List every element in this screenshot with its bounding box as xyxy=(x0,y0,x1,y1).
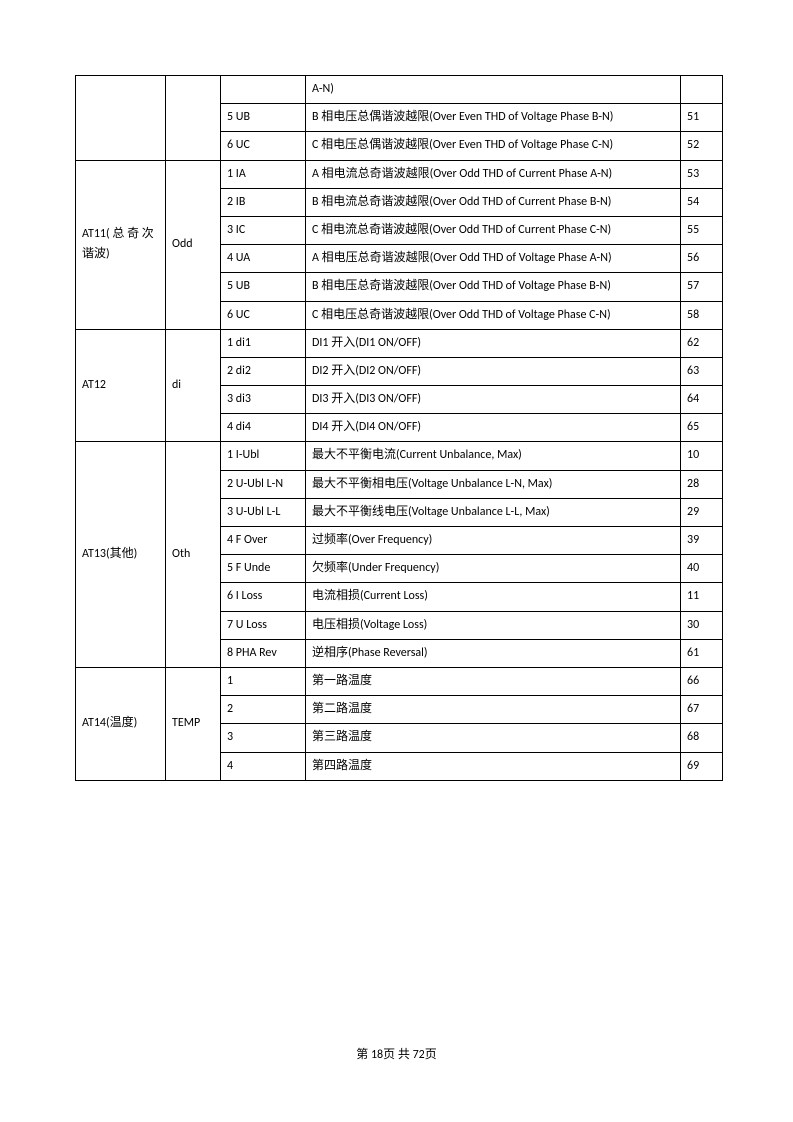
table-cell: 第三路温度 xyxy=(306,724,681,752)
table-cell: 5 UB xyxy=(221,273,306,301)
table-cell: B 相电压总偶谐波越限(Over Even THD of Voltage Pha… xyxy=(306,104,681,132)
table-cell: 5 F Unde xyxy=(221,555,306,583)
table-cell: 67 xyxy=(681,696,723,724)
table-cell: 1 IA xyxy=(221,160,306,188)
table-cell: 最大不平衡线电压(Voltage Unbalance L-L, Max) xyxy=(306,498,681,526)
table-cell: A 相电压总奇谐波越限(Over Odd THD of Voltage Phas… xyxy=(306,245,681,273)
table-cell: 58 xyxy=(681,301,723,329)
table-cell: DI1 开入(DI1 ON/OFF) xyxy=(306,329,681,357)
table-cell: 4 UA xyxy=(221,245,306,273)
table-cell: 6 UC xyxy=(221,132,306,160)
table-cell: 欠频率(Under Frequency) xyxy=(306,555,681,583)
table-cell: 55 xyxy=(681,216,723,244)
table-cell: 3 xyxy=(221,724,306,752)
table-cell: Oth xyxy=(166,442,221,668)
table-cell: 62 xyxy=(681,329,723,357)
table-cell: 30 xyxy=(681,611,723,639)
page-footer: 第 18页 共 72页 xyxy=(0,1045,793,1062)
table-cell: 过频率(Over Frequency) xyxy=(306,527,681,555)
table-cell: 第一路温度 xyxy=(306,667,681,695)
table-cell: 29 xyxy=(681,498,723,526)
table-cell: AT11( 总 奇 次谐波) xyxy=(76,160,166,329)
table-cell: DI3 开入(DI3 ON/OFF) xyxy=(306,386,681,414)
table-cell xyxy=(221,76,306,104)
table-cell: C 相电流总奇谐波越限(Over Odd THD of Current Phas… xyxy=(306,216,681,244)
table-cell: 6 I Loss xyxy=(221,583,306,611)
table-row: AT13(其他)Oth1 I-Ubl最大不平衡电流(Current Unbala… xyxy=(76,442,723,470)
table-cell: 4 di4 xyxy=(221,414,306,442)
table-cell: 64 xyxy=(681,386,723,414)
table-cell: B 相电压总奇谐波越限(Over Odd THD of Voltage Phas… xyxy=(306,273,681,301)
table-cell: 6 UC xyxy=(221,301,306,329)
table-cell: TEMP xyxy=(166,667,221,780)
table-cell xyxy=(681,76,723,104)
table-cell: AT13(其他) xyxy=(76,442,166,668)
table-cell: 53 xyxy=(681,160,723,188)
table-cell: 56 xyxy=(681,245,723,273)
table-cell: 2 di2 xyxy=(221,357,306,385)
table-cell: 逆相序(Phase Reversal) xyxy=(306,639,681,667)
table-cell: 2 U-Ubl L-N xyxy=(221,470,306,498)
table-cell: 69 xyxy=(681,752,723,780)
table-cell: AT12 xyxy=(76,329,166,442)
table-cell: 电压相损(Voltage Loss) xyxy=(306,611,681,639)
table-cell: 5 UB xyxy=(221,104,306,132)
table-cell: 8 PHA Rev xyxy=(221,639,306,667)
table-cell: 7 U Loss xyxy=(221,611,306,639)
table-cell: 51 xyxy=(681,104,723,132)
table-cell xyxy=(76,76,166,161)
table-cell: 1 I-Ubl xyxy=(221,442,306,470)
table-cell: 2 xyxy=(221,696,306,724)
table-cell: 第二路温度 xyxy=(306,696,681,724)
table-cell: 3 IC xyxy=(221,216,306,244)
table-cell: 39 xyxy=(681,527,723,555)
table-row: AT14(温度)TEMP1第一路温度66 xyxy=(76,667,723,695)
table-cell: B 相电流总奇谐波越限(Over Odd THD of Current Phas… xyxy=(306,188,681,216)
table-cell: 1 xyxy=(221,667,306,695)
table-cell: A-N) xyxy=(306,76,681,104)
table-cell: 54 xyxy=(681,188,723,216)
table-cell: 最大不平衡相电压(Voltage Unbalance L-N, Max) xyxy=(306,470,681,498)
table-cell: DI4 开入(DI4 ON/OFF) xyxy=(306,414,681,442)
table-cell: 最大不平衡电流(Current Unbalance, Max) xyxy=(306,442,681,470)
table-cell: 68 xyxy=(681,724,723,752)
table-cell: 第四路温度 xyxy=(306,752,681,780)
table-cell: 63 xyxy=(681,357,723,385)
table-row: AT12di1 di1DI1 开入(DI1 ON/OFF)62 xyxy=(76,329,723,357)
table-cell: AT14(温度) xyxy=(76,667,166,780)
table-cell: 4 xyxy=(221,752,306,780)
table-cell: 10 xyxy=(681,442,723,470)
table-cell: 3 U-Ubl L-L xyxy=(221,498,306,526)
table-cell: 66 xyxy=(681,667,723,695)
table-cell: 40 xyxy=(681,555,723,583)
table-cell: 65 xyxy=(681,414,723,442)
table-cell: A 相电流总奇谐波越限(Over Odd THD of Current Phas… xyxy=(306,160,681,188)
table-cell: 57 xyxy=(681,273,723,301)
table-cell: 61 xyxy=(681,639,723,667)
table-cell: C 相电压总偶谐波越限(Over Even THD of Voltage Pha… xyxy=(306,132,681,160)
table-cell: 11 xyxy=(681,583,723,611)
table-cell: 电流相损(Current Loss) xyxy=(306,583,681,611)
table-cell: 52 xyxy=(681,132,723,160)
table-cell: 3 di3 xyxy=(221,386,306,414)
table-cell: di xyxy=(166,329,221,442)
table-cell: 2 IB xyxy=(221,188,306,216)
table-cell: 28 xyxy=(681,470,723,498)
table-cell: C 相电压总奇谐波越限(Over Odd THD of Voltage Phas… xyxy=(306,301,681,329)
table-cell: DI2 开入(DI2 ON/OFF) xyxy=(306,357,681,385)
table-cell: 4 F Over xyxy=(221,527,306,555)
parameter-table: A-N)5 UBB 相电压总偶谐波越限(Over Even THD of Vol… xyxy=(75,75,723,781)
table-cell: 1 di1 xyxy=(221,329,306,357)
table-cell: Odd xyxy=(166,160,221,329)
table-cell xyxy=(166,76,221,161)
table-row: A-N) xyxy=(76,76,723,104)
table-row: AT11( 总 奇 次谐波)Odd1 IAA 相电流总奇谐波越限(Over Od… xyxy=(76,160,723,188)
